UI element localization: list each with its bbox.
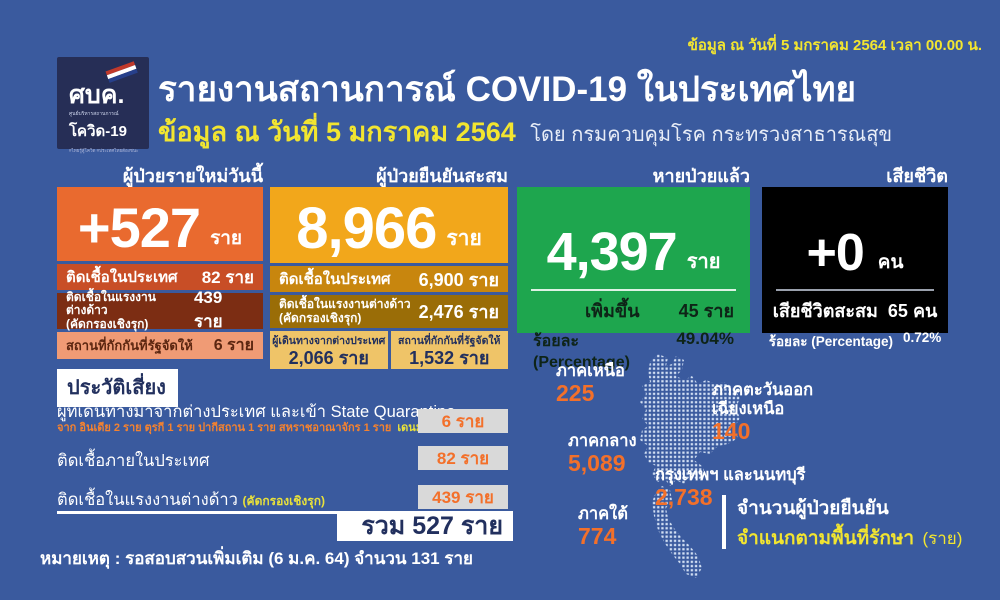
new-cases-row-migrant: ติดเชื้อในแรงงานต่างด้าว (คัดกรองเชิงรุก… [57, 288, 263, 331]
card-new-cases: +527 ราย ติดเชื้อในประเทศ 82 ราย ติดเชื้… [57, 187, 263, 362]
risk-total: รวม 527 ราย [337, 511, 513, 541]
region-north: ภาคเหนือ 225 [556, 362, 625, 406]
logo-subtitle: ศูนย์บริหารสถานการณ์ [69, 111, 119, 117]
risk-item-quarantine-value: 6 ราย [418, 409, 508, 433]
cumulative-row-migrant: ติดเชื้อในแรงงานต่างด้าว (คัดกรองเชิงรุก… [270, 295, 508, 328]
thailand-map [640, 354, 740, 578]
region-bangkok: กรุงเทพฯ และนนทบุรี 2,738 [655, 466, 806, 510]
card-header-cumulative: ผู้ป่วยยืนยันสะสม [376, 166, 508, 186]
updated-datetime: ข้อมูล ณ วันที่ 5 มกราคม 2564 เวลา 00.00… [687, 37, 982, 54]
logo-abbr: ศบค. [69, 81, 125, 109]
region-central: ภาคกลาง 5,089 [568, 432, 637, 476]
subtitle-source: โดย กรมควบคุมโรค กระทรวงสาธารณสุข [530, 124, 893, 146]
cumulative-box-abroad: ผู้เดินทางจากต่างประเทศ 2,066 ราย [270, 331, 388, 369]
risk-item-migrant-value: 439 ราย [418, 485, 508, 509]
card-header-recovered: หายป่วยแล้ว [652, 166, 750, 186]
risk-item-domestic-value: 82 ราย [418, 446, 508, 470]
card-header-deaths: เสียชีวิต [886, 166, 948, 186]
cumulative-main: 8,966 ราย [270, 187, 508, 263]
card-cumulative: 8,966 ราย ติดเชื้อในประเทศ 6,900 ราย ติด… [270, 187, 508, 372]
card-header-new-cases: ผู้ป่วยรายใหม่วันนี้ [122, 166, 263, 186]
new-cases-main: +527 ราย [57, 187, 263, 261]
logo-tagline: #ไทยรู้สู้โควิด #ประเทศไทยต้องชนะ [69, 148, 139, 153]
deaths-row-percentage: ร้อยละ (Percentage) 0.72% [768, 330, 942, 349]
recovered-value: 4,397 [546, 222, 678, 283]
cumulative-box-quarantine: สถานที่กักกันที่รัฐจัดให้ 1,532 ราย [390, 331, 508, 369]
recovered-row-increase: เพิ่มขึ้น 45 ราย [585, 301, 734, 321]
new-cases-unit: ราย [210, 228, 243, 249]
sbk-logo: ศบค. ศูนย์บริหารสถานการณ์ โควิด-19 #ไทยร… [57, 57, 149, 153]
recovered-unit: ราย [686, 251, 721, 273]
risk-item-quarantine-label: ผู้ที่เดินทางมาจากต่างประเทศ และเข้า Sta… [57, 403, 456, 421]
subtitle-date: ข้อมูล ณ วันที่ 5 มกราคม 2564 [158, 117, 516, 147]
new-cases-row-domestic: ติดเชื้อในประเทศ 82 ราย [57, 264, 263, 290]
card-recovered: 4,397 ราย เพิ่มขึ้น 45 ราย ร้อยละ (Perce… [517, 187, 750, 371]
risk-item-quarantine-detail: จาก อินเดีย 2 ราย ตุรกี 1 ราย ปากีสถาน 1… [57, 422, 473, 434]
page-subtitle: ข้อมูล ณ วันที่ 5 มกราคม 2564 โดย กรมควบ… [158, 110, 892, 153]
map-legend-bar [722, 495, 726, 549]
card-deaths: +0 คน เสียชีวิตสะสม 65 คน ร้อยละ (Percen… [762, 187, 948, 349]
cumulative-sub-boxes: ผู้เดินทางจากต่างประเทศ 2,066 ราย สถานที… [270, 331, 508, 369]
cumulative-value: 8,966 [296, 195, 437, 261]
thai-flag-ribbon-icon [105, 61, 138, 83]
deaths-row-cumulative: เสียชีวิตสะสม 65 คน [772, 301, 938, 321]
risk-history-title: ประวัติเสี่ยง [57, 369, 178, 407]
map-legend: จำนวนผู้ป่วยยืนยัน จำแนกตามพื้นที่รักษา … [737, 498, 963, 549]
region-northeast: ภาคตะวันออก เฉียงเหนือ 140 [712, 381, 814, 444]
recovered-main: 4,397 ราย [517, 187, 750, 285]
deaths-value: +0 [806, 224, 865, 283]
new-cases-value: +527 [77, 195, 201, 259]
risk-item-migrant-label: ติดเชื้อในแรงงานต่างด้าว (คัดกรองเชิงรุก… [57, 491, 325, 509]
page-title: รายงานสถานการณ์ COVID-19 ในประเทศไทย [158, 70, 857, 109]
footnote: หมายเหตุ : รอสอบสวนเพิ่มเติม (6 ม.ค. 64)… [40, 549, 473, 568]
risk-total-rule [57, 511, 337, 514]
risk-item-domestic-label: ติดเชื้อภายในประเทศ [57, 452, 210, 470]
region-south: ภาคใต้ 774 [578, 505, 628, 549]
deaths-main: +0 คน [762, 187, 948, 285]
recovered-row-percentage: ร้อยละ (Percentage) 49.04% [533, 329, 734, 371]
recovered-divider [531, 289, 736, 291]
logo-covid-label: โควิด-19 [69, 123, 127, 140]
deaths-divider [776, 289, 934, 291]
deaths-unit: คน [877, 252, 904, 273]
new-cases-row-quarantine: สถานที่กักกันที่รัฐจัดให้ 6 ราย [57, 332, 263, 359]
cumulative-row-domestic: ติดเชื้อในประเทศ 6,900 ราย [270, 266, 508, 292]
cumulative-unit: ราย [446, 227, 482, 250]
